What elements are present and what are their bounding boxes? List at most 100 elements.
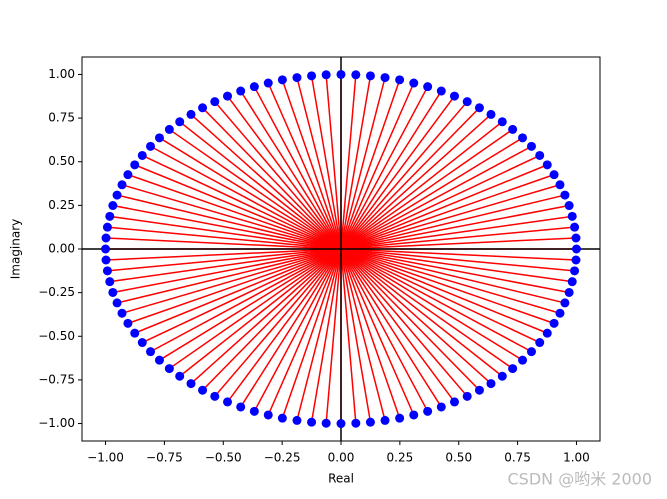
ray [214, 101, 342, 250]
point [164, 364, 174, 374]
ray [281, 248, 342, 419]
ray [226, 248, 342, 403]
point [449, 91, 459, 101]
ray [214, 248, 342, 397]
ray [134, 248, 342, 334]
point [108, 201, 118, 211]
point [535, 150, 545, 160]
ray [116, 194, 342, 250]
point [154, 133, 164, 143]
ray [340, 248, 514, 370]
y-tick-label: −0.50 [38, 329, 75, 343]
point [336, 419, 346, 429]
point [175, 371, 185, 381]
point [123, 318, 133, 328]
point [117, 180, 127, 190]
ray [340, 248, 456, 403]
point [474, 385, 484, 395]
point [564, 287, 574, 297]
x-tick-label: 0.25 [387, 451, 414, 465]
point [542, 328, 552, 338]
point [570, 266, 580, 276]
y-tick-label: 0.50 [48, 154, 75, 168]
ray [112, 204, 342, 250]
ray [340, 101, 468, 250]
point [518, 355, 528, 365]
x-tick-label: −1.00 [87, 451, 124, 465]
point [292, 73, 302, 83]
point [223, 91, 233, 101]
y-tick-label: 0.00 [48, 242, 75, 256]
point [112, 298, 122, 308]
point [223, 397, 233, 407]
point [567, 277, 577, 287]
ray [340, 164, 548, 250]
ray [325, 248, 342, 424]
point [198, 385, 208, 395]
point [409, 410, 419, 420]
ray [340, 248, 541, 344]
point [277, 75, 287, 85]
ray [159, 137, 342, 250]
point [137, 150, 147, 160]
ray [253, 86, 342, 250]
ray [112, 248, 342, 294]
point [508, 124, 518, 134]
ray [168, 248, 342, 370]
ray [202, 248, 342, 391]
point [105, 277, 115, 287]
ray [340, 215, 573, 250]
ray [296, 77, 342, 250]
point [263, 78, 273, 88]
ray [105, 237, 342, 250]
ray [150, 248, 342, 353]
ray [340, 248, 577, 261]
ray [340, 194, 566, 250]
point [186, 379, 196, 389]
plot-frame [81, 56, 601, 442]
ray [179, 248, 342, 377]
point [395, 75, 405, 85]
ray [267, 82, 342, 250]
point [146, 347, 156, 357]
ray [281, 79, 342, 250]
y-axis-label: Imaginary [9, 219, 23, 280]
point [186, 109, 196, 119]
point [146, 141, 156, 151]
ray [340, 95, 456, 250]
ray [340, 82, 415, 250]
ray [190, 113, 342, 250]
point [249, 82, 259, 92]
point [154, 355, 164, 365]
point [518, 133, 528, 143]
point [395, 413, 405, 423]
point [365, 71, 375, 81]
ray [296, 248, 342, 421]
ray [340, 248, 570, 294]
ray [340, 128, 514, 250]
ray [340, 248, 503, 377]
x-tick-label: −0.25 [264, 451, 301, 465]
ray [340, 248, 523, 361]
point [497, 371, 507, 381]
ray [190, 248, 342, 385]
point [307, 71, 317, 81]
ray [107, 226, 342, 250]
point [549, 318, 559, 328]
ray [340, 79, 401, 250]
ray [340, 248, 401, 419]
ray [325, 74, 342, 250]
point [462, 391, 472, 401]
ray [340, 248, 566, 304]
point [351, 70, 361, 80]
ray [340, 86, 429, 250]
ray [121, 184, 342, 250]
point [409, 78, 419, 88]
x-tick-label: 0.00 [328, 451, 355, 465]
point [486, 109, 496, 119]
point [175, 117, 185, 127]
ray [340, 184, 561, 250]
ray [340, 90, 442, 250]
point [130, 328, 140, 338]
point [249, 406, 259, 416]
